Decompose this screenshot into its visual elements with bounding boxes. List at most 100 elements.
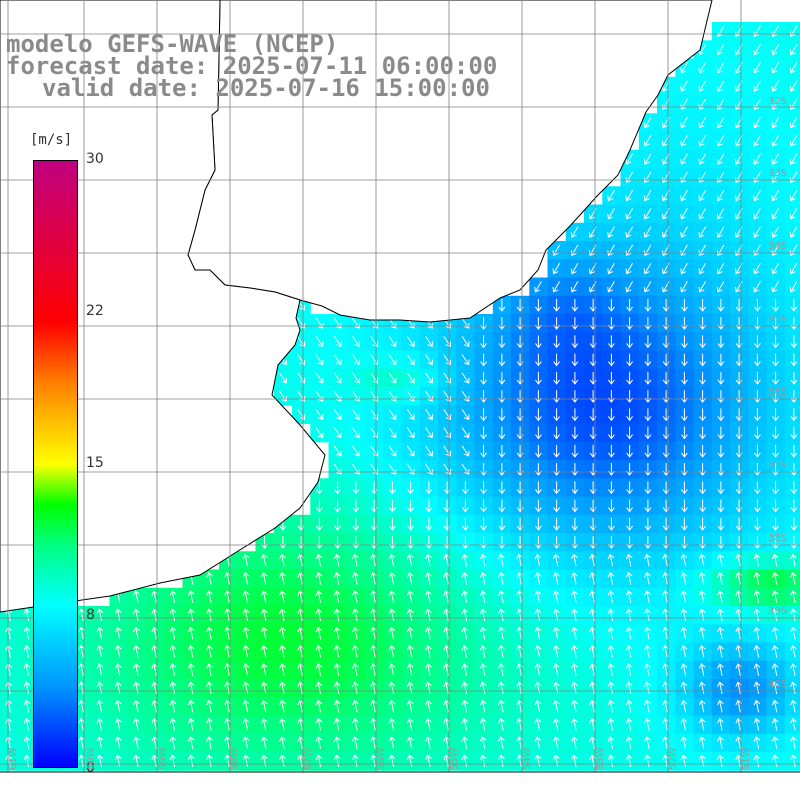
wind-arrow	[425, 390, 433, 402]
wind-arrow	[753, 553, 761, 567]
wind-cell	[784, 441, 800, 461]
wind-arrow	[352, 681, 359, 695]
wind-arrow	[425, 717, 432, 731]
wind-arrow	[315, 717, 323, 731]
wind-arrow	[23, 717, 31, 731]
wind-arrow	[96, 754, 104, 768]
wind-arrow	[589, 590, 597, 603]
wind-arrow	[789, 281, 798, 293]
wind-arrow	[333, 463, 342, 475]
wind-arrow	[279, 608, 286, 622]
wind-cell	[784, 149, 800, 169]
wind-arrow	[698, 754, 706, 768]
wind-arrow	[333, 571, 341, 585]
wind-arrow	[389, 481, 396, 495]
wind-arrow	[644, 681, 651, 695]
wind-arrow	[352, 663, 359, 676]
wind-arrow	[406, 754, 414, 768]
wind-arrow	[571, 754, 578, 768]
wind-arrow	[96, 644, 104, 658]
wind-arrow	[315, 736, 323, 749]
wind-arrow	[279, 736, 286, 749]
wind-arrow	[498, 371, 506, 385]
wind-arrow	[279, 644, 286, 658]
wind-arrow	[260, 663, 268, 676]
wind-arrow	[516, 663, 524, 676]
wind-arrow	[753, 116, 761, 129]
wind-arrow	[279, 717, 286, 731]
wind-cell	[784, 387, 800, 406]
wind-arrow	[133, 681, 140, 695]
wind-arrow	[717, 590, 724, 603]
wind-arrow	[333, 644, 341, 658]
wind-arrow	[625, 681, 633, 695]
wind-arrow	[571, 426, 579, 440]
land-mass	[0, 0, 713, 613]
wind-arrow	[297, 736, 305, 749]
wind-arrow	[133, 644, 140, 658]
wind-arrow	[279, 626, 286, 640]
wind-arrow	[735, 644, 743, 658]
wind-arrow	[498, 717, 505, 731]
wind-arrow	[771, 553, 779, 567]
wind-arrow	[607, 681, 615, 695]
wind-arrow	[151, 663, 159, 676]
wind-arrow	[681, 499, 688, 513]
wind-arrow	[571, 408, 579, 422]
wind-arrow	[790, 553, 797, 567]
lon-label-54w: 54W	[522, 747, 533, 770]
wind-arrow	[242, 699, 250, 713]
wind-arrow	[297, 644, 305, 658]
wind-arrow	[571, 353, 579, 367]
wind-arrow	[279, 536, 287, 549]
lon-label-58w: 58W	[229, 747, 240, 770]
wind-arrow	[425, 372, 433, 384]
wind-arrow	[716, 135, 725, 147]
wind-arrow	[625, 754, 633, 768]
wind-arrow	[461, 644, 469, 658]
wind-cell	[784, 368, 800, 388]
wind-arrow	[699, 426, 706, 440]
wind-arrow	[717, 626, 724, 640]
wind-arrow	[133, 590, 140, 603]
wind-arrow	[626, 390, 633, 403]
wind-arrow	[96, 663, 104, 676]
wind-arrow	[607, 553, 615, 567]
lon-label-51w: 51W	[741, 747, 752, 770]
wind-arrow	[772, 426, 779, 440]
wind-arrow	[114, 736, 122, 749]
wind-arrow	[716, 116, 725, 129]
wind-arrow	[716, 80, 725, 92]
wind-arrow	[443, 754, 451, 768]
wind-arrow	[242, 571, 250, 585]
wind-arrow	[772, 499, 779, 513]
wind-arrow	[626, 463, 633, 476]
wind-arrow	[698, 736, 706, 749]
wind-arrow	[772, 353, 779, 367]
wind-arrow	[443, 717, 451, 731]
wind-arrow	[681, 353, 688, 367]
wind-arrow	[370, 571, 378, 585]
wind-arrow	[206, 699, 213, 713]
wind-arrow	[571, 608, 578, 622]
wind-arrow	[534, 553, 542, 567]
wind-arrow	[789, 80, 798, 92]
wind-arrow	[479, 717, 487, 731]
wind-arrow	[698, 116, 707, 129]
wind-arrow	[790, 444, 798, 458]
wind-arrow	[406, 354, 415, 366]
wind-arrow	[662, 681, 670, 695]
wind-arrow	[753, 281, 761, 293]
model-title: modelo GEFS-WAVE (NCEP)	[6, 30, 339, 58]
wind-arrow	[607, 736, 615, 749]
wind-arrow	[607, 281, 615, 293]
lon-label-52w: 52W	[668, 747, 679, 770]
wind-arrow	[78, 681, 86, 695]
wind-arrow	[643, 171, 652, 184]
wind-arrow	[406, 590, 414, 603]
wind-arrow	[771, 153, 780, 165]
wind-arrow	[571, 717, 578, 731]
wind-arrow	[625, 626, 633, 640]
wind-arrow	[625, 153, 634, 165]
